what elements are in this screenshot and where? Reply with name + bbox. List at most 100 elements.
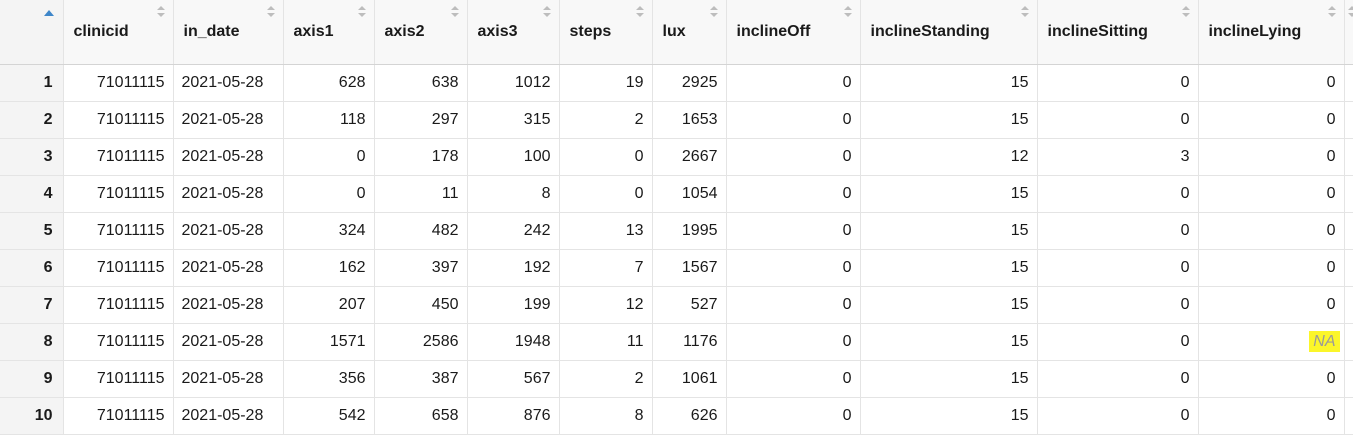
column-header-inclineSitting[interactable]: inclineSitting (1037, 0, 1199, 65)
table-cell-in_date: 2021-05-28 (173, 397, 284, 435)
table-row[interactable]: 4 71011115 2021-05-28 0 11 8 0 1054 0 15 0 0 (0, 175, 1353, 213)
column-header-in_date[interactable]: in_date (173, 0, 284, 65)
table-row[interactable]: 5 71011115 2021-05-28 324 482 242 13 1995 0 15 0 0 (0, 212, 1353, 250)
table-cell-inclineLying: 0 (1198, 175, 1345, 213)
column-header-lux[interactable]: lux (652, 0, 727, 65)
column-header-clinicid[interactable]: clinicid (63, 0, 174, 65)
sort-toggle-icon[interactable] (1020, 6, 1029, 20)
sort-toggle-icon[interactable] (156, 6, 165, 20)
table-cell-inclineOff: 0 (726, 397, 861, 435)
table-cell-steps: 13 (559, 212, 653, 250)
table-cell-axis3: 1948 (467, 323, 560, 361)
table-cell-clinicid: 71011115 (63, 323, 174, 361)
sort-toggle-icon[interactable] (1181, 6, 1190, 20)
column-header-inclineStanding[interactable]: inclineStanding (860, 0, 1038, 65)
sort-toggle-icon[interactable] (1327, 6, 1336, 20)
table-cell-overflow (1344, 138, 1353, 176)
table-cell-overflow (1344, 360, 1353, 398)
table-cell-inclineSitting: 0 (1037, 249, 1199, 287)
table-body: 1 71011115 2021-05-28 628 638 1012 19 2925 0 15 0 0… (0, 64, 1353, 435)
table-cell-inclineSitting: 0 (1037, 360, 1199, 398)
column-header-axis1[interactable]: axis1 (283, 0, 375, 65)
table-cell-overflow (1344, 175, 1353, 213)
column-header-inclineLying[interactable]: inclineLying (1198, 0, 1345, 65)
na-value-highlighted: NA (1309, 331, 1340, 352)
table-cell-in_date: 2021-05-28 (173, 101, 284, 139)
table-row[interactable]: 2 71011115 2021-05-28 118 297 315 2 1653 0 15 0 0 (0, 101, 1353, 139)
table-cell-axis1: 356 (283, 360, 375, 398)
column-header-axis2[interactable]: axis2 (374, 0, 468, 65)
sort-ascending-icon (44, 10, 54, 16)
table-cell-inclineSitting: 0 (1037, 286, 1199, 324)
table-row[interactable]: 8 71011115 2021-05-28 1571 2586 1948 11 1176 0 15… (0, 323, 1353, 361)
table-cell-in_date: 2021-05-28 (173, 138, 284, 176)
table-row[interactable]: 1 71011115 2021-05-28 628 638 1012 19 2925 0 15 0 0 (0, 64, 1353, 102)
sort-toggle-icon[interactable] (266, 6, 275, 20)
table-cell-inclineSitting: 0 (1037, 397, 1199, 435)
column-header-label: axis2 (384, 23, 425, 40)
table-cell-axis1: 542 (283, 397, 375, 435)
table-cell-inclineLying: 0 (1198, 64, 1345, 102)
table-row[interactable]: 3 71011115 2021-05-28 0 178 100 0 2667 0 12 3 0 (0, 138, 1353, 176)
table-cell-overflow (1344, 286, 1353, 324)
table-cell-axis3: 876 (467, 397, 560, 435)
table-cell-clinicid: 71011115 (63, 64, 174, 102)
sort-toggle-icon[interactable] (843, 6, 852, 20)
column-header-label: clinicid (73, 23, 129, 40)
table-cell-inclineStanding: 12 (860, 138, 1038, 176)
table-cell-inclineStanding: 15 (860, 323, 1038, 361)
sort-toggle-icon[interactable] (635, 6, 644, 20)
table-cell-axis3: 100 (467, 138, 560, 176)
table-cell-axis1: 0 (283, 138, 375, 176)
sort-toggle-icon[interactable] (450, 6, 459, 20)
row-index-header[interactable] (0, 0, 64, 65)
table-cell-lux: 626 (652, 397, 727, 435)
table-cell-axis3: 192 (467, 249, 560, 287)
column-header-label: inclineSitting (1047, 23, 1148, 40)
table-cell-axis3: 242 (467, 212, 560, 250)
table-cell-clinicid: 71011115 (63, 286, 174, 324)
table-cell-inclineLying: 0 (1198, 249, 1345, 287)
table-cell-steps: 8 (559, 397, 653, 435)
table-row[interactable]: 7 71011115 2021-05-28 207 450 199 12 527 0 15 0 0 (0, 286, 1353, 324)
table-cell-axis2: 2586 (374, 323, 468, 361)
table-cell-inclineOff: 0 (726, 286, 861, 324)
table-cell-inclineSitting: 0 (1037, 101, 1199, 139)
table-cell-inclineStanding: 15 (860, 286, 1038, 324)
table-cell-clinicid: 71011115 (63, 249, 174, 287)
row-index: 8 (0, 323, 64, 361)
table-cell-axis2: 482 (374, 212, 468, 250)
table-cell-clinicid: 71011115 (63, 212, 174, 250)
table-cell-axis1: 0 (283, 175, 375, 213)
table-cell-axis2: 450 (374, 286, 468, 324)
table-cell-clinicid: 71011115 (63, 138, 174, 176)
table-cell-axis1: 324 (283, 212, 375, 250)
sort-toggle-icon[interactable] (357, 6, 366, 20)
table-cell-overflow (1344, 249, 1353, 287)
column-header-axis3[interactable]: axis3 (467, 0, 560, 65)
table-cell-overflow (1344, 101, 1353, 139)
row-index: 2 (0, 101, 64, 139)
table-row[interactable]: 10 71011115 2021-05-28 542 658 876 8 626 0 15 0 0 (0, 397, 1353, 435)
sort-toggle-icon[interactable] (709, 6, 718, 20)
table-row[interactable]: 9 71011115 2021-05-28 356 387 567 2 1061 0 15 0 0 (0, 360, 1353, 398)
sort-toggle-icon[interactable] (1347, 6, 1353, 20)
table-row[interactable]: 6 71011115 2021-05-28 162 397 192 7 1567 0 15 0 0 (0, 249, 1353, 287)
table-cell-lux: 1995 (652, 212, 727, 250)
table-cell-overflow (1344, 212, 1353, 250)
sort-toggle-icon[interactable] (542, 6, 551, 20)
table-cell-axis3: 199 (467, 286, 560, 324)
row-index: 7 (0, 286, 64, 324)
table-header: clinicid in_date axis1 axis2 axis3 steps lux in… (0, 0, 1353, 65)
table-cell-steps: 12 (559, 286, 653, 324)
column-header-inclineOff[interactable]: inclineOff (726, 0, 861, 65)
table-cell-inclineOff: 0 (726, 101, 861, 139)
table-cell-inclineOff: 0 (726, 175, 861, 213)
column-header-steps[interactable]: steps (559, 0, 653, 65)
table-cell-steps: 11 (559, 323, 653, 361)
table-cell-inclineSitting: 0 (1037, 64, 1199, 102)
table-cell-steps: 7 (559, 249, 653, 287)
table-cell-steps: 2 (559, 360, 653, 398)
table-cell-clinicid: 71011115 (63, 101, 174, 139)
